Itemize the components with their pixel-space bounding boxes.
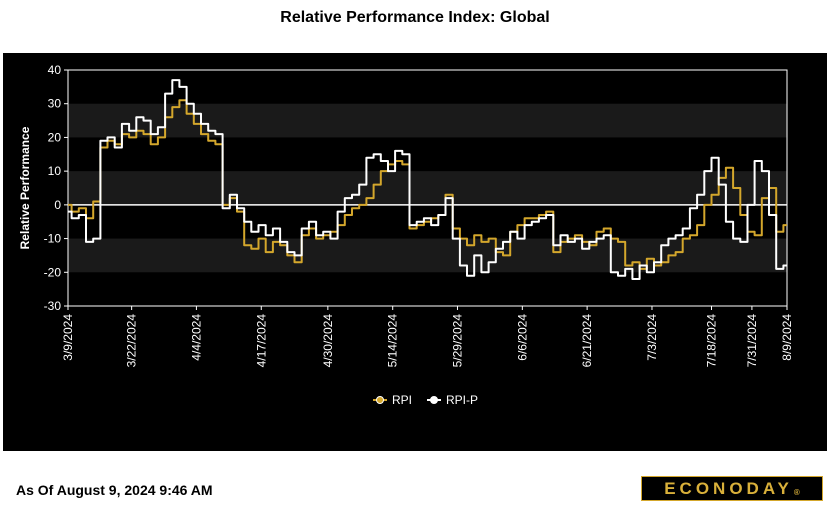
grid-band — [68, 103, 787, 138]
x-tick-label: 3/22/2024 — [125, 314, 139, 368]
x-tick-label: 7/18/2024 — [705, 314, 719, 368]
legend-label-rpi: RPI — [392, 393, 412, 407]
econoday-logo: ECONODAY ® — [641, 476, 823, 501]
x-tick-label: 7/31/2024 — [745, 314, 759, 368]
x-tick-label: 4/30/2024 — [321, 314, 335, 368]
chart-title: Relative Performance Index: Global — [280, 9, 550, 26]
series-line-rpi-p — [68, 79, 787, 280]
x-tick-label: 8/9/2024 — [780, 314, 794, 361]
legend-label-rpi-p: RPI-P — [446, 393, 478, 407]
x-tick-label: 5/29/2024 — [450, 314, 464, 368]
x-tick-label: 5/14/2024 — [386, 314, 400, 368]
as-of-timestamp: As Of August 9, 2024 9:46 AM — [16, 482, 213, 498]
y-tick-label: -30 — [44, 299, 62, 313]
y-tick-label: -20 — [44, 265, 62, 279]
y-tick-label: -10 — [44, 232, 62, 246]
x-tick-label: 4/4/2024 — [189, 314, 203, 361]
y-tick-label: 10 — [48, 164, 62, 178]
x-tick-label: 3/9/2024 — [61, 314, 75, 361]
grid-band — [68, 238, 787, 273]
legend-marker-rpi-p — [430, 396, 438, 404]
series-line-rpi — [68, 99, 787, 270]
y-tick-label: 30 — [48, 97, 62, 111]
y-tick-label: 0 — [54, 198, 61, 212]
x-tick-label: 6/21/2024 — [580, 314, 594, 368]
chart-svg: 40 30 20 10 0 -10 -20 -30 Relative Performance 3/… — [18, 63, 794, 407]
x-tick-label: 7/3/2024 — [645, 314, 659, 361]
logo-wordmark: ECONODAY — [664, 478, 793, 498]
plot-frame — [67, 69, 788, 307]
grid-band — [68, 171, 787, 205]
x-tick-label: 4/17/2024 — [254, 314, 268, 368]
y-tick-label: 40 — [48, 63, 62, 77]
y-axis-title: Relative Performance — [18, 126, 32, 249]
x-tick-label: 6/6/2024 — [515, 314, 529, 361]
legend-marker-rpi — [376, 396, 384, 404]
chart-panel: 40 30 20 10 0 -10 -20 -30 Relative Performance 3/… — [3, 53, 827, 501]
logo-registered-mark: ® — [793, 488, 800, 497]
y-tick-label: 20 — [48, 130, 62, 144]
